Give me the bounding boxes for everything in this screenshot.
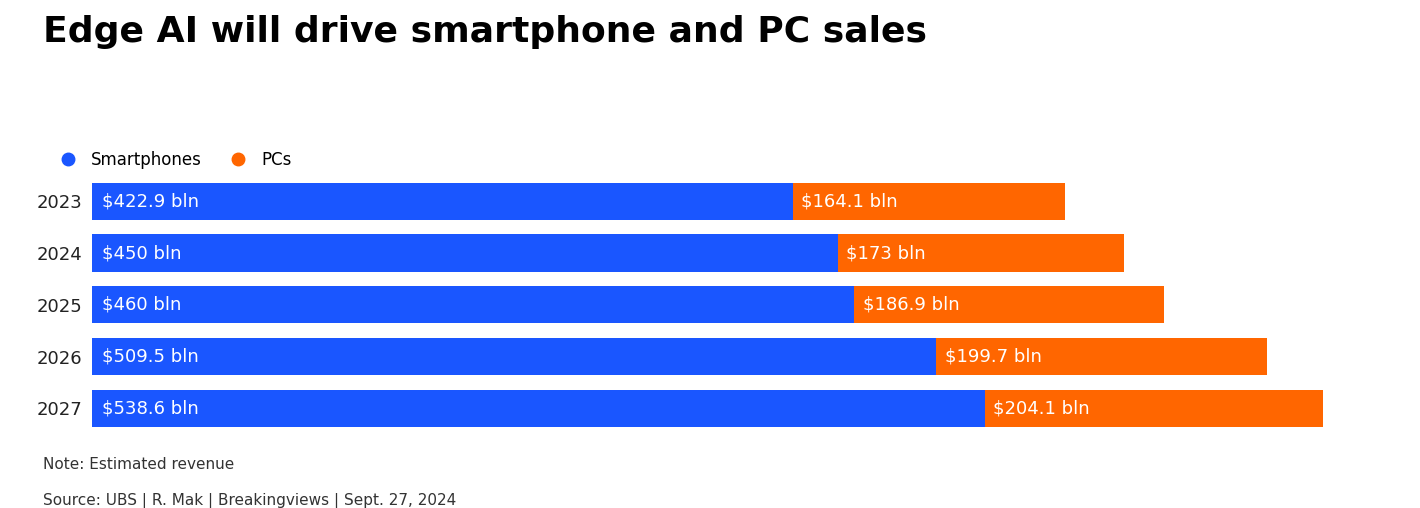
Text: $164.1 bln: $164.1 bln (801, 192, 897, 210)
Bar (92, 182, 792, 220)
Text: $204.1 bln: $204.1 bln (993, 399, 1089, 418)
Bar (838, 234, 1125, 272)
Bar (984, 390, 1322, 427)
Bar (92, 338, 936, 375)
Text: Edge AI will drive smartphone and PC sales: Edge AI will drive smartphone and PC sal… (43, 15, 927, 49)
Text: Note: Estimated revenue: Note: Estimated revenue (43, 457, 234, 472)
Text: $538.6 bln: $538.6 bln (102, 399, 199, 418)
Text: $186.9 bln: $186.9 bln (863, 296, 960, 314)
Text: $422.9 bln: $422.9 bln (102, 192, 199, 210)
Bar (855, 286, 1164, 324)
Bar (936, 338, 1267, 375)
Text: $460 bln: $460 bln (102, 296, 182, 314)
Legend: Smartphones, PCs: Smartphones, PCs (51, 150, 293, 169)
Text: $173 bln: $173 bln (846, 244, 926, 262)
Bar (92, 390, 984, 427)
Text: $199.7 bln: $199.7 bln (944, 347, 1041, 366)
Text: Source: UBS | R. Mak | Breakingviews | Sept. 27, 2024: Source: UBS | R. Mak | Breakingviews | S… (43, 493, 456, 508)
Text: $450 bln: $450 bln (102, 244, 182, 262)
Text: $509.5 bln: $509.5 bln (102, 347, 199, 366)
Bar (92, 286, 855, 324)
Bar (792, 182, 1065, 220)
Bar (92, 234, 838, 272)
